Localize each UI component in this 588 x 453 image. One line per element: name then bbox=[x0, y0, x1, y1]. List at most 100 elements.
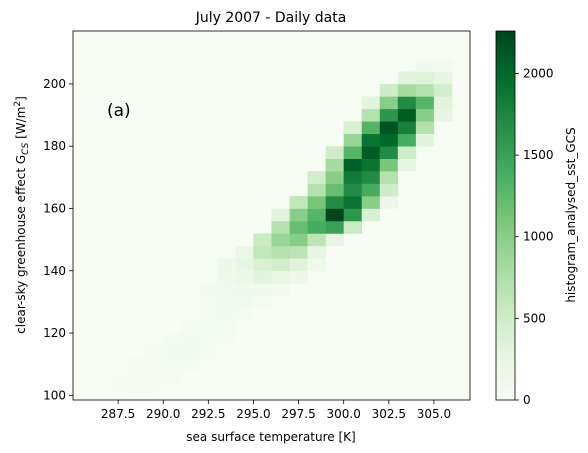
heatmap-cell bbox=[289, 233, 308, 247]
heatmap-cell bbox=[307, 183, 326, 197]
y-tick-label: 100 bbox=[43, 388, 66, 402]
heatmap-cell bbox=[235, 308, 254, 321]
colorbar-tick-label: 1500 bbox=[523, 148, 554, 162]
heatmap-cell bbox=[127, 370, 146, 384]
heatmap-cell bbox=[181, 345, 200, 359]
heatmap-cells bbox=[109, 59, 453, 396]
heatmap-cell bbox=[433, 108, 453, 122]
heatmap-cell bbox=[343, 220, 363, 234]
heatmap-cell bbox=[433, 83, 453, 97]
heatmap-cell bbox=[289, 196, 308, 209]
colorbar-tick-label: 2000 bbox=[523, 66, 554, 80]
heatmap-cell bbox=[307, 233, 326, 247]
heatmap-cell bbox=[307, 220, 326, 234]
y-tick-label: 200 bbox=[43, 77, 66, 91]
heatmap-cell bbox=[289, 258, 308, 272]
x-tick-label: 297.5 bbox=[281, 407, 315, 421]
heatmap-cell bbox=[415, 96, 435, 110]
colorbar-axis: 0 500 1000 1500 2000 bbox=[515, 66, 554, 407]
heatmap-cell bbox=[235, 295, 254, 309]
y-tick-label: 120 bbox=[43, 326, 66, 340]
heatmap-cell bbox=[199, 320, 218, 334]
heatmap-cell bbox=[379, 171, 399, 184]
heatmap-cell bbox=[163, 345, 182, 359]
heatmap-cell bbox=[307, 196, 326, 209]
heatmap-cell bbox=[253, 270, 272, 284]
heatmap-cell bbox=[127, 382, 146, 396]
heatmap-cell bbox=[379, 133, 399, 147]
heatmap-cell bbox=[145, 382, 164, 396]
heatmap-cell bbox=[379, 96, 399, 110]
heatmap-cell bbox=[361, 196, 381, 209]
heatmap-cell bbox=[199, 283, 218, 296]
colorbar-frame bbox=[495, 30, 516, 401]
heatmap-cell bbox=[271, 270, 290, 284]
heatmap-cell bbox=[397, 108, 417, 122]
heatmap-cell bbox=[217, 333, 236, 346]
heatmap-cell bbox=[145, 357, 164, 371]
x-axis: 287.5 290.0 292.5 295.0 297.5 300.0 302.5 305.0 bbox=[101, 400, 451, 421]
heatmap-cell bbox=[433, 96, 453, 110]
heatmap-cell bbox=[361, 96, 381, 110]
heatmap-cell bbox=[181, 333, 200, 346]
heatmap-cell bbox=[397, 146, 417, 159]
y-tick-label: 140 bbox=[43, 264, 66, 278]
heatmap-cell bbox=[217, 283, 236, 296]
heatmap-cell bbox=[379, 183, 399, 197]
y-tick-label: 180 bbox=[43, 139, 66, 153]
heatmap-cell bbox=[163, 333, 182, 346]
heatmap-cell bbox=[307, 258, 326, 272]
heatmap-cell bbox=[181, 320, 200, 334]
heatmap-cell bbox=[163, 370, 182, 384]
heatmap-cell bbox=[325, 196, 344, 209]
heatmap-cell bbox=[379, 158, 399, 172]
heatmap-cell bbox=[289, 245, 308, 259]
heatmap-cell bbox=[235, 245, 254, 259]
heatmap-cell bbox=[199, 308, 218, 321]
x-tick-label: 305.0 bbox=[417, 407, 451, 421]
heatmap-cell bbox=[343, 171, 363, 184]
heatmap-cell bbox=[217, 258, 236, 272]
x-tick-label: 290.0 bbox=[146, 407, 180, 421]
heatmap-cell bbox=[289, 208, 308, 222]
heatmap-cell bbox=[217, 320, 236, 334]
heatmap-cell bbox=[415, 133, 435, 147]
heatmap-cell bbox=[271, 208, 290, 222]
heatmap-cell bbox=[271, 258, 290, 272]
heatmap-cell bbox=[379, 121, 399, 135]
heatmap-cell bbox=[415, 121, 435, 135]
heatmap-cell bbox=[307, 245, 326, 259]
heatmap-cell bbox=[415, 59, 435, 72]
heatmap-cell bbox=[217, 270, 236, 284]
heatmap-cell bbox=[379, 108, 399, 122]
colorbar-tick-label: 1000 bbox=[523, 230, 554, 244]
heatmap-cell bbox=[127, 357, 146, 371]
heatmap-cell bbox=[361, 121, 381, 135]
heatmap-cell bbox=[109, 382, 128, 396]
x-tick-label: 295.0 bbox=[236, 407, 270, 421]
heatmap-cell bbox=[289, 220, 308, 234]
heatmap-cell bbox=[217, 295, 236, 309]
x-tick-label: 292.5 bbox=[191, 407, 225, 421]
heatmap-cell bbox=[199, 333, 218, 346]
heatmap-cell bbox=[325, 158, 344, 172]
heatmap-cell bbox=[379, 196, 399, 209]
heatmap-cell bbox=[145, 370, 164, 384]
y-axis-label: clear-sky greenhouse effect GCS [W/m2] bbox=[13, 96, 31, 334]
heatmap-cell bbox=[361, 158, 381, 172]
heatmap-cell bbox=[307, 208, 326, 222]
heatmap-cell bbox=[325, 220, 344, 234]
heatmap-cell bbox=[325, 183, 344, 197]
heatmap-cell bbox=[289, 270, 308, 284]
heatmap-cell bbox=[415, 71, 435, 85]
heatmap-cell bbox=[343, 196, 363, 209]
heatmap-cell bbox=[361, 183, 381, 197]
colorbar-tick-label: 0 bbox=[523, 393, 531, 407]
heatmap-cell bbox=[343, 183, 363, 197]
x-tick-label: 287.5 bbox=[101, 407, 135, 421]
heatmap-cell bbox=[415, 83, 435, 97]
heatmap-cell bbox=[253, 233, 272, 247]
heatmap-cell bbox=[325, 171, 344, 184]
heatmap-cell bbox=[163, 357, 182, 371]
heatmap-cell bbox=[433, 71, 453, 85]
